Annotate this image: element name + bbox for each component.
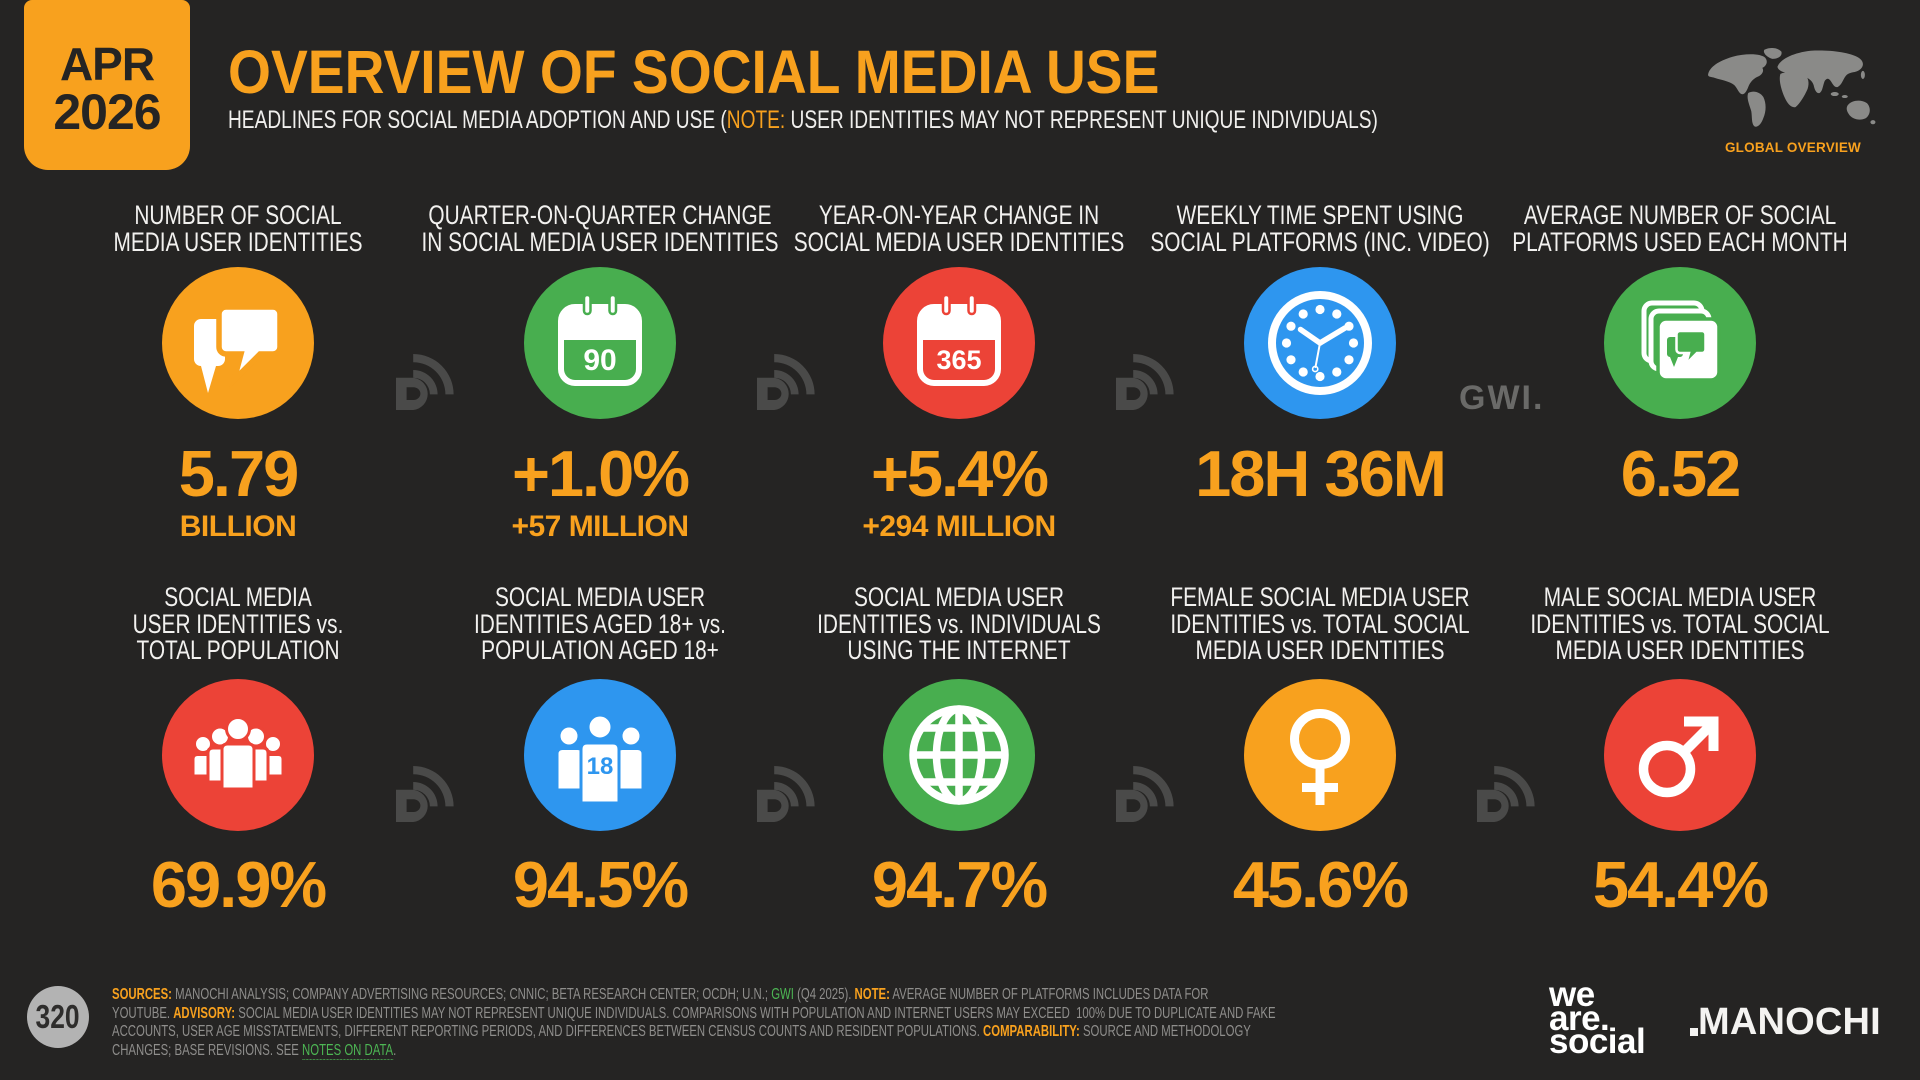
svg-text:90: 90	[583, 344, 616, 377]
svg-text:18: 18	[587, 753, 614, 780]
svg-text:365: 365	[936, 345, 981, 375]
